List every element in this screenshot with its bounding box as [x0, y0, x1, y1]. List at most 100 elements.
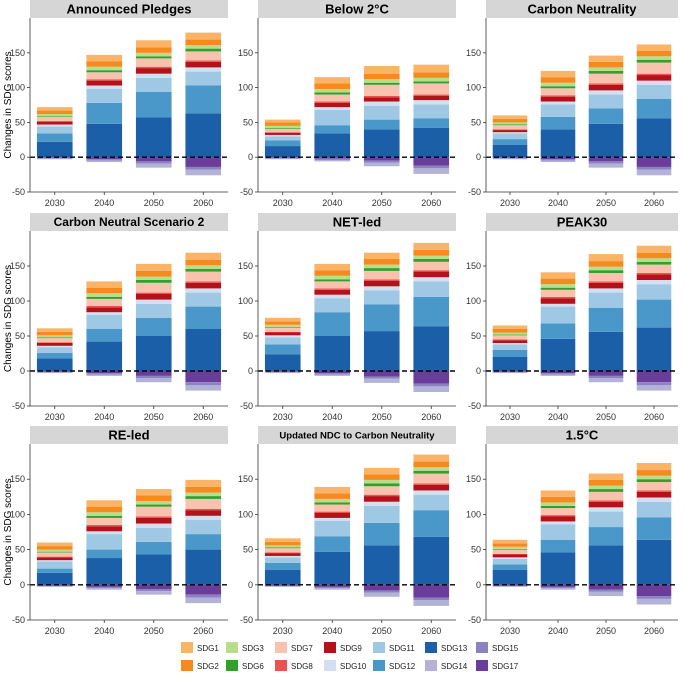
- bar-sdg6-2040: [314, 279, 351, 282]
- bar-sdg8-2050: [135, 292, 172, 294]
- y-tick-label: 150: [238, 474, 253, 484]
- bar-sdg3-2060: [413, 77, 450, 82]
- bar-sdg1-2060: [636, 245, 672, 253]
- bar-sdg13-2030: [492, 357, 528, 371]
- bar-sdg13-2030: [264, 146, 301, 158]
- bar-sdg10-2030: [36, 345, 73, 348]
- bar-sdg1-2030: [36, 542, 73, 547]
- y-tick-label: 50: [15, 117, 25, 127]
- bar-sdg17-2040: [86, 157, 123, 160]
- bar-sdg15-2060: [413, 597, 450, 601]
- bar-sdg6-2060: [636, 479, 672, 483]
- legend-swatch-sdg6: [226, 660, 238, 671]
- bar-sdg14-2040: [86, 374, 123, 376]
- bar-sdg13-2030: [264, 570, 301, 585]
- panel-7: RE-led -50 0 50 100 150 2030 2040 2050 2060: [10, 426, 228, 636]
- bar-sdg11-2050: [135, 303, 172, 318]
- bar-sdg12-2040: [314, 125, 351, 134]
- bar-sdg1-2040: [86, 500, 123, 507]
- y-tick-label: 50: [471, 117, 481, 127]
- bar-sdg12-2040: [86, 329, 123, 342]
- bar-sdg6-2050: [135, 504, 172, 507]
- bar-sdg9-2040: [86, 80, 123, 86]
- y-tick-label: 100: [238, 509, 253, 519]
- bar-sdg12-2030: [492, 564, 528, 571]
- bar-sdg6-2060: [185, 496, 222, 499]
- bar-sdg6-2030: [492, 334, 528, 336]
- bar-sdg14-2060: [185, 597, 222, 604]
- bar-sdg13-2060: [636, 118, 672, 158]
- bar-sdg11-2040: [314, 298, 351, 313]
- bar-sdg12-2050: [588, 308, 624, 332]
- bar-sdg11-2050: [135, 527, 172, 542]
- bar-sdg10-2060: [636, 280, 672, 285]
- bar-sdg12-2050: [363, 119, 400, 130]
- bar-sdg1-2040: [540, 272, 576, 279]
- panel-title: Below 2°C: [325, 2, 389, 17]
- bar-sdg6-2050: [363, 82, 400, 85]
- bar-sdg6-2040: [86, 296, 123, 299]
- bar-sdg2-2040: [86, 287, 123, 294]
- x-tick-label: 2060: [421, 198, 441, 208]
- bar-sdg3-2050: [135, 52, 172, 57]
- y-tick-label: -50: [240, 615, 253, 625]
- bar-sdg14-2030: [492, 586, 528, 587]
- x-tick-label: 2030: [45, 626, 65, 636]
- bar-sdg11-2030: [492, 558, 528, 565]
- legend-swatch-sdg8: [275, 660, 287, 671]
- legend-swatch-sdg7: [275, 642, 287, 653]
- bar-sdg11-2040: [314, 520, 351, 537]
- bar-sdg10-2060: [636, 80, 672, 85]
- x-tick-label: 2030: [273, 198, 293, 208]
- bar-sdg12-2030: [264, 562, 301, 571]
- bar-sdg3-2060: [413, 467, 450, 471]
- y-tick-label: 150: [466, 48, 481, 58]
- x-tick-label: 2030: [45, 198, 65, 208]
- bar-sdg1-2060: [636, 463, 672, 471]
- bar-sdg14-2030: [264, 372, 301, 374]
- bar-sdg1-2040: [314, 77, 351, 84]
- bar-sdg11-2030: [492, 133, 528, 140]
- panel-strip: [486, 213, 678, 231]
- panel-3: Carbon Neutrality -50 0 50 100 150 2030 2040 205…: [466, 0, 678, 208]
- legend-swatch-sdg14: [425, 660, 437, 671]
- x-tick-label: 2030: [273, 626, 293, 636]
- y-tick-label: -50: [240, 401, 253, 411]
- legend-label-sdg14: SDG14: [441, 662, 468, 671]
- bar-sdg14-2030: [36, 158, 73, 160]
- panel-title: RE-led: [108, 428, 149, 443]
- bar-sdg13-2030: [36, 358, 73, 371]
- bar-sdg1-2060: [413, 64, 450, 73]
- bar-sdg10-2060: [185, 288, 222, 293]
- y-tick-label: 0: [248, 366, 253, 376]
- bar-sdg14-2050: [588, 591, 624, 597]
- bar-sdg8-2060: [636, 273, 672, 275]
- bar-sdg10-2030: [36, 560, 73, 562]
- panel-title: PEAK30: [557, 215, 608, 230]
- bar-sdg3-2050: [588, 485, 624, 490]
- bar-sdg9-2030: [36, 343, 73, 346]
- bar-sdg13-2030: [492, 144, 528, 158]
- y-tick-label: 100: [238, 83, 253, 93]
- bar-sdg12-2060: [413, 296, 450, 327]
- bar-sdg14-2050: [588, 378, 624, 383]
- bar-sdg8-2030: [492, 129, 528, 131]
- bar-sdg6-2030: [492, 124, 528, 126]
- bar-sdg7-2060: [636, 482, 672, 491]
- bar-sdg7-2060: [413, 83, 450, 95]
- bar-sdg7-2040: [86, 517, 123, 525]
- y-tick-label: 0: [20, 152, 25, 162]
- bar-sdg14-2030: [492, 372, 528, 374]
- x-tick-label: 2060: [644, 412, 664, 422]
- y-tick-label: 100: [10, 509, 25, 519]
- bar-sdg7-2060: [185, 498, 222, 509]
- bar-sdg6-2040: [540, 86, 576, 89]
- y-tick-label: 150: [10, 261, 25, 271]
- bar-sdg10-2030: [264, 134, 301, 137]
- bar-sdg3-2030: [36, 549, 73, 552]
- bar-sdg15-2060: [636, 166, 672, 170]
- bar-sdg6-2030: [264, 547, 301, 549]
- y-tick-label: 50: [243, 545, 253, 555]
- bar-sdg10-2030: [264, 555, 301, 558]
- bar-sdg14-2050: [135, 378, 172, 383]
